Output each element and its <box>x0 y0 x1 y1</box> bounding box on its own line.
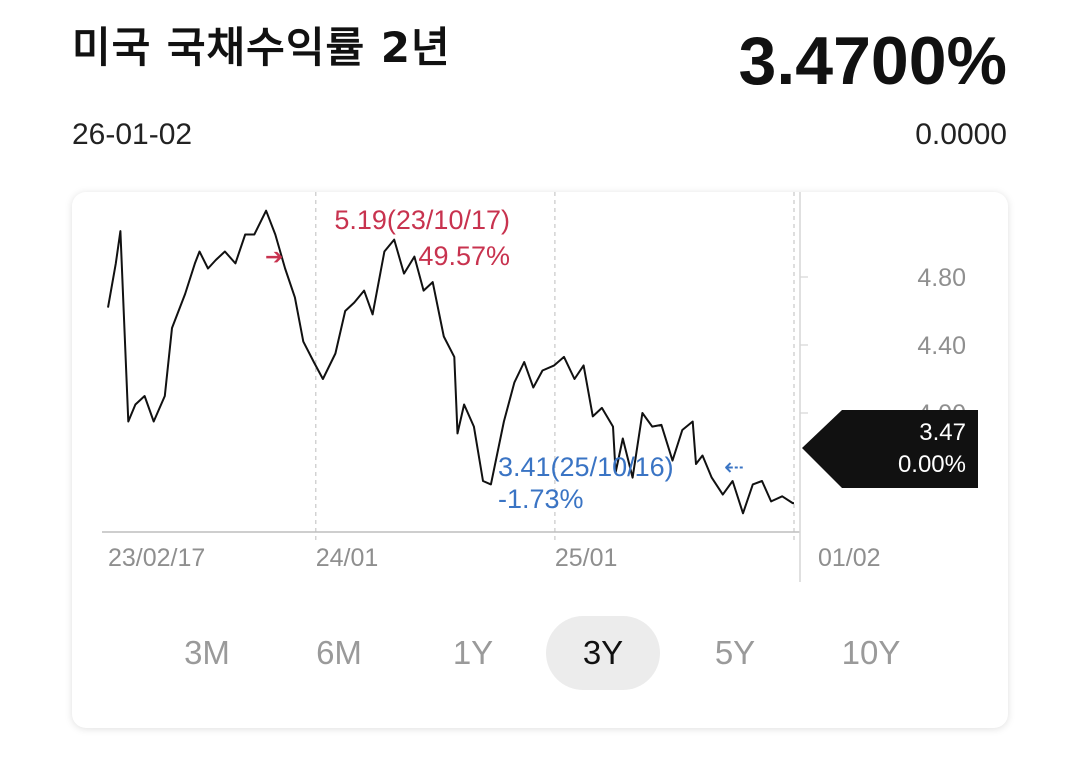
current-value-badge: 3.47 0.00% <box>802 410 978 488</box>
period-button-1y[interactable]: 1Y <box>452 634 494 671</box>
high-annotation: ➔ 5.19(23/10/17) 49.57% <box>265 205 510 271</box>
high-value-label: 5.19(23/10/17) <box>334 205 510 235</box>
y-axis-ticks: 4.804.404.00 <box>917 264 966 428</box>
period-button-3m[interactable]: 3M <box>184 634 230 671</box>
low-pct-label: -1.73% <box>498 484 584 514</box>
x-tick-label: 25/01 <box>555 544 618 572</box>
low-annotation: 3.41(25/10/16) -1.73% ⇠ <box>498 452 744 514</box>
x-tick-label: 23/02/17 <box>108 544 205 572</box>
chart-grid <box>315 192 808 544</box>
period-button-10y[interactable]: 10Y <box>841 634 901 671</box>
high-pct-label: 49.57% <box>418 241 510 271</box>
period-button-3y[interactable]: 3Y <box>546 616 660 690</box>
quote-date: 26-01-02 <box>72 118 193 151</box>
low-value-label: 3.41(25/10/16) <box>498 452 674 482</box>
high-arrow-icon: ➔ <box>265 244 283 269</box>
series-line <box>107 209 794 515</box>
y-tick-label: 4.40 <box>917 332 966 360</box>
current-price: 3.4700% <box>738 23 1007 99</box>
current-value-label: 3.47 <box>919 419 966 446</box>
price-change: 0.0000 <box>915 118 1007 151</box>
x-tick-label: 01/02 <box>818 544 881 572</box>
page-title: 미국 국채수익률 2년 <box>72 23 451 72</box>
x-tick-label: 24/01 <box>316 544 379 572</box>
low-arrow-icon: ⇠ <box>724 454 744 481</box>
x-axis-ticks: 23/02/17 24/01 25/01 01/02 <box>108 544 881 572</box>
period-selector: 3M 6M 1Y 3Y 5Y 10Y <box>72 614 1008 694</box>
period-button-5y[interactable]: 5Y <box>714 634 756 671</box>
period-button-6m[interactable]: 6M <box>316 634 362 671</box>
current-badge-background <box>802 410 978 488</box>
y-tick-label: 4.80 <box>917 264 966 292</box>
current-pct-label: 0.00% <box>898 451 966 478</box>
